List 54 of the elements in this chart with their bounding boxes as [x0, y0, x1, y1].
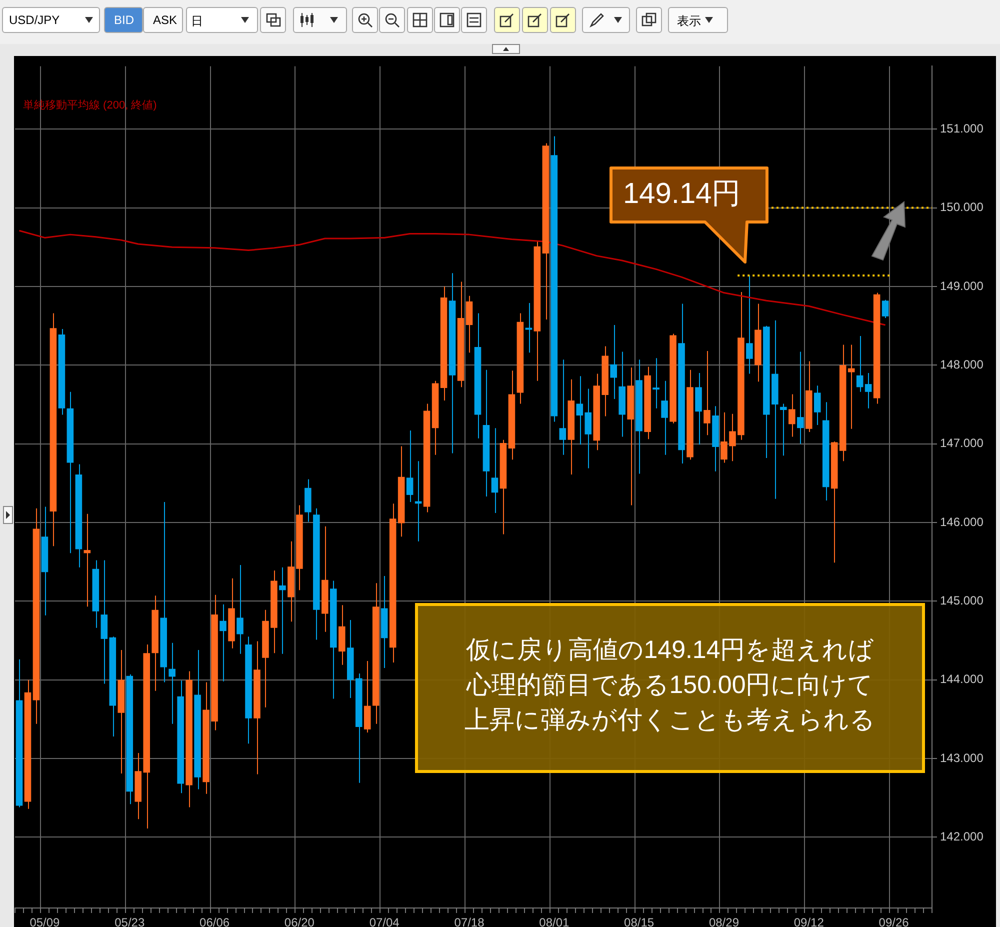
y-tick-label: 148.000	[940, 357, 984, 372]
candlestick	[788, 394, 796, 438]
annotation: 上昇に弾みが付くことも考えられる	[464, 705, 876, 736]
candlestick	[661, 380, 668, 456]
y-tick-label: 143.000	[940, 750, 984, 765]
x-tick-label: 07/04	[369, 916, 400, 927]
candlestick	[814, 385, 821, 426]
candlestick	[406, 430, 414, 503]
x-tick-label: 06/06	[200, 916, 230, 927]
chart-title: USD/JPY	[9, 13, 60, 27]
candlestick	[652, 358, 660, 409]
candlestick	[610, 324, 617, 400]
candlestick	[236, 564, 244, 654]
y-tick-label: 151.000	[940, 121, 984, 136]
candlestick	[525, 302, 532, 354]
candlestick	[84, 513, 91, 608]
x-tick-label: 05/23	[114, 916, 145, 927]
y-tick-label: 147.000	[940, 436, 984, 450]
candlestick	[559, 359, 566, 456]
x-tick-label: 05/09	[30, 916, 60, 927]
text: 表示	[677, 13, 701, 30]
candlestick	[704, 350, 710, 436]
annotation: 仮に戻り高値の149.14円を超えれば	[464, 635, 876, 666]
y-tick-label: 150.000	[940, 200, 984, 214]
y-tick-label: 146.000	[940, 514, 984, 529]
text: 単純移動平均線 (200, 終値)	[23, 100, 157, 112]
candlestick	[746, 274, 753, 374]
x-tick-label: 07/18	[454, 916, 485, 927]
candlestick	[856, 336, 864, 392]
candlestick	[796, 351, 804, 444]
candlestick	[882, 299, 889, 318]
candlestick	[466, 295, 473, 354]
y-tick-label: 149.000	[940, 278, 984, 293]
x-tick-label: 09/12	[794, 916, 824, 927]
candlestick	[864, 372, 872, 409]
annotation: 心理的節目である150.00円に向けて	[465, 670, 875, 701]
x-tick-label: 06/20	[284, 916, 315, 927]
text: ASK	[153, 13, 178, 27]
candlestick	[220, 604, 226, 682]
x-tick-label: 08/29	[708, 916, 740, 927]
text: BID	[114, 13, 134, 27]
text: 日	[191, 13, 203, 30]
y-tick-label: 145.000	[940, 593, 984, 608]
x-tick-label: 08/15	[624, 916, 654, 927]
y-tick-label: 142.000	[940, 830, 984, 844]
candlestick	[168, 642, 176, 724]
x-tick-label: 08/01	[539, 916, 570, 927]
candlestick	[364, 660, 371, 734]
candlestick	[279, 566, 286, 654]
x-tick-label: 09/26	[878, 916, 910, 927]
candlestick	[491, 428, 498, 514]
candlestick	[780, 403, 787, 456]
ref-line-label: 149.14円	[623, 177, 741, 212]
y-tick-label: 144.000	[940, 672, 984, 686]
